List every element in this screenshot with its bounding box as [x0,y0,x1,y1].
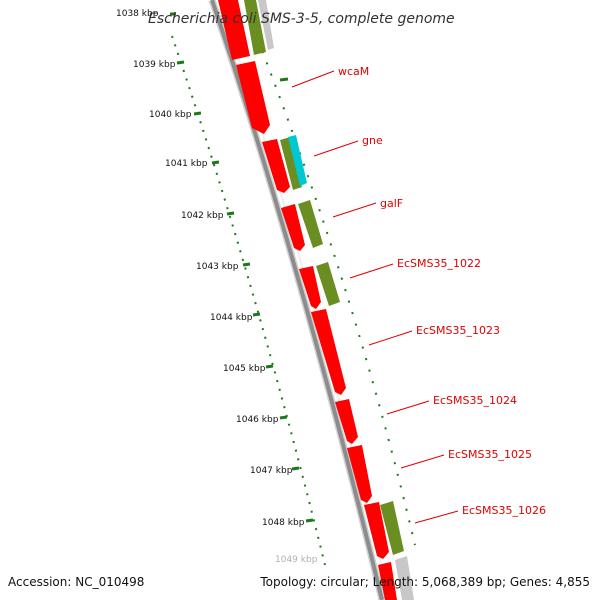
kbp-label: 1049 kbp [275,555,318,565]
cds-galF-red [281,204,305,251]
kbp-label: 1048 kbp [262,518,305,528]
kbp-label: 1042 kbp [181,211,224,221]
gene-label-gne: gne [362,134,383,147]
label-leaders [291,70,459,524]
cds-1026-olive [380,501,404,555]
cds-1025-red [347,445,372,503]
cds-1022-red [299,266,321,309]
kbp-label: 1047 kbp [250,466,293,476]
cds-1024-red [335,399,358,444]
cds-bottom-red [378,562,397,600]
gene-label-galF: galF [380,197,403,210]
gene-label-wcaM: wcaM [338,65,369,78]
cds-wcaM [236,61,270,134]
cds-gne-cyan [288,135,307,186]
cds-top-olive [244,0,266,55]
outer-dotted-track [257,39,416,546]
kbp-label: 1043 kbp [196,262,239,272]
backbone-line [210,0,384,600]
kbp-label: 1038 kbp [116,9,159,19]
gene-label-EcSMS35_1025: EcSMS35_1025 [448,448,532,461]
gene-label-EcSMS35_1022: EcSMS35_1022 [397,257,481,270]
cds-top-red [218,0,250,60]
kbp-label: 1039 kbp [133,60,176,70]
kbp-dotted-track [171,35,326,566]
kbp-labels: 1038 kbp 1039 kbp 1040 kbp 1041 kbp 1042… [116,9,318,565]
cds-1023-red [311,309,346,395]
kbp-label: 1044 kbp [210,313,253,323]
cds-gne-red [262,139,290,193]
kbp-label: 1040 kbp [149,110,192,120]
cds-1026-red [364,502,389,559]
gene-labels: wcaM gne galF EcSMS35_1022 EcSMS35_1023 … [338,65,546,517]
kbp-label: 1046 kbp [236,415,279,425]
cds-bottom-grey [395,556,414,600]
topology-text: Topology: circular; Length: 5,068,389 bp… [259,575,590,589]
accession-text: Accession: NC_010498 [8,575,144,589]
kbp-label: 1045 kbp [223,364,266,374]
gene-label-EcSMS35_1026: EcSMS35_1026 [462,504,546,517]
cds-top-grey [258,0,274,50]
kbp-label: 1041 kbp [165,159,208,169]
kbp-tick-marks [170,12,314,523]
cds-gne-olive [280,137,302,190]
gene-features [218,0,414,600]
cds-1022-olive [316,262,340,306]
gene-label-EcSMS35_1024: EcSMS35_1024 [433,394,517,407]
gene-label-EcSMS35_1023: EcSMS35_1023 [416,324,500,337]
backbone-outer [208,0,386,600]
map-title: Escherichia coli SMS-3-5, complete genom… [148,11,455,27]
cds-galF-olive [298,200,323,248]
